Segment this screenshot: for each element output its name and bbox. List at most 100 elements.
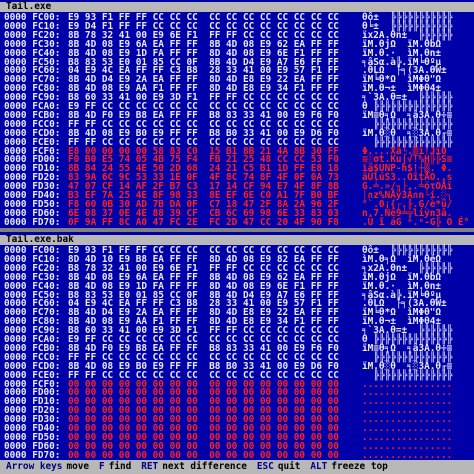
ascii: ................ xyxy=(362,423,453,434)
address: 0000 FD40: xyxy=(4,190,61,201)
address: 0000 FCE0: xyxy=(4,369,61,381)
status-key: ESC xyxy=(256,461,274,472)
ascii: ................ xyxy=(362,414,453,426)
ascii: θô± ╠╠╠╠╠╠╠╠╠╠╠ xyxy=(362,245,453,256)
hex-bytes: 04 E9 4C EA FF FF C3 B8 28 33 41 00 E9 5… xyxy=(68,65,339,77)
ascii: θ╘± ╠╠╠╠╠╠╠╠╠╠╠ xyxy=(362,20,453,32)
address: 0000 FC30: xyxy=(4,271,61,283)
ascii: θ ╠╠╠╠╠╠╠╠╠╠╠╠╠╠ xyxy=(362,334,453,345)
ascii: n.7.Nê9╧╦liÿn3â. xyxy=(362,207,453,219)
address: 0000 FCD0: xyxy=(4,360,61,372)
address: 0000 FC00: xyxy=(4,12,61,23)
address: 0000 FC20: xyxy=(4,262,61,274)
hex-bytes: FF FF CC CC CC CC CC CC CC CC CC CC CC C… xyxy=(68,369,339,381)
hex-bytes: E9 D4 F1 FF FF CC CC CC CC CC CC CC CC C… xyxy=(68,20,339,32)
address: 0000 FC70: xyxy=(4,74,61,86)
hex-bytes: 8B 4D 08 E9 B0 E9 FF FF B8 B0 33 41 00 E… xyxy=(68,127,339,139)
hex-bytes: 04 E9 4C EA FF FF C3 B8 28 33 41 00 E9 5… xyxy=(68,298,339,310)
ascii: ≡░σt.Ku⌠√!%H╠╠S≡ xyxy=(362,154,453,166)
pane-title: Tail.exe xyxy=(0,2,474,12)
hex-bytes: 8B 84 24 55 4E 50 2D 68 24 21 C5 B1 1D F… xyxy=(68,163,339,175)
address: 0000 FC00: xyxy=(4,245,61,256)
address: 0000 FD00: xyxy=(4,154,61,166)
hex-bytes: 47 07 CF 14 AF 2F B7 C3 17 14 CF 94 E7 4… xyxy=(68,181,339,193)
hex-bytes: B8 78 32 41 00 E9 6E F1 FF FF CC CC CC C… xyxy=(68,262,339,274)
address: 0000 FCC0: xyxy=(4,351,61,363)
ascii: ïä$UNP-h$!┼▒. Φ. xyxy=(362,163,453,175)
hex-bytes: FF FF CC CC CC CC CC CC CC CC CC CC CC C… xyxy=(68,351,339,363)
hex-bytes: 8B 4D F0 E9 B8 EA FF FF B8 83 33 41 00 E… xyxy=(68,342,339,354)
status-label: quit xyxy=(277,461,301,472)
ascii: ïM.θ░θ ╕░3A.θ╓≡ xyxy=(362,360,453,372)
address: 0000 FC80: xyxy=(4,83,61,95)
hex-bytes: FF FF CC CC CC CC CC CC CC CC CC CC CC C… xyxy=(68,136,339,148)
hex-bytes: F8 60 0B 30 AD 7B DA 0F C7 18 47 2F 8A 2… xyxy=(68,198,339,210)
address: 0000 FD50: xyxy=(4,198,61,210)
status-label: find xyxy=(108,461,132,472)
ascii: ................ xyxy=(362,431,453,443)
ascii: ïM╘θ*Ω ìMΦθ"Ω xyxy=(362,307,453,319)
ascii: θ ╠╠╠╠╠╠╠╠╠╠╠╠╠╠ xyxy=(362,101,453,112)
address: 0000 FD20: xyxy=(4,172,61,184)
hex-bytes: 8B 4D 08 E9 6A EA FF FF 8B 4D 08 E9 62 E… xyxy=(68,38,339,50)
ascii: ïM.θ¬± ìMΦθ4± xyxy=(362,83,453,95)
ascii: ................ xyxy=(362,405,453,417)
ascii: ïM.θ.· ìM.θn± xyxy=(362,280,453,292)
ascii: Φ....Xâ└.▒ï!Jï0 xyxy=(362,145,453,157)
address: 0000 FD10: xyxy=(4,163,61,175)
hex-bytes: 00 00 00 00 00 00 00 00 00 00 00 00 00 0… xyxy=(68,387,339,399)
address: 0000 FD50: xyxy=(4,431,61,443)
status-label: next difference xyxy=(162,461,247,472)
hex-bytes: 8B 4D 08 E9 B0 E9 FF FF B8 B0 33 41 00 E… xyxy=(68,360,339,372)
hex-bytes: 00 00 00 00 00 00 00 00 00 00 00 00 00 0… xyxy=(68,423,339,434)
status-key: ALT xyxy=(310,461,328,472)
hex-bytes: B8 83 53 E0 01 85 CC 0F 8B 4D D4 E9 A7 E… xyxy=(68,289,339,301)
address: 0000 FD40: xyxy=(4,423,61,434)
address: 0000 FC30: xyxy=(4,38,61,50)
hex-bytes: 00 00 00 00 00 00 00 00 00 00 00 00 00 0… xyxy=(68,414,339,426)
ascii: °`.0¡{┌.╟.G/è*û/ xyxy=(362,198,453,210)
ascii: │∩z%NÅÿ3Ä∩n└í.░┐ xyxy=(362,190,453,201)
hex-bytes: FF FF CC CC CC CC CC CC CC CC CC CC CC C… xyxy=(68,118,339,130)
ascii: ╠╠╠╠╠╠╠╠╠╠╠╠╠╠ xyxy=(362,369,453,381)
hex-bytes: 00 00 00 00 00 00 00 00 00 00 00 00 00 0… xyxy=(68,431,339,443)
status-key: F xyxy=(99,461,105,472)
ascii: ................ xyxy=(362,396,453,408)
ascii: G.╧.»/╖├..╧öτOÅï xyxy=(362,181,453,193)
hex-bytes: 6E 08 37 0E 4E 88 39 CF CB 6C 69 98 6E 3… xyxy=(68,207,339,219)
address: 0000 FCB0: xyxy=(4,109,61,121)
address: 0000 FCF0: xyxy=(4,145,61,157)
hex-bytes: 8B 4D 08 E9 1D FA FF FF 8D 4D 08 E9 6E F… xyxy=(68,47,339,59)
ascii: ╕x2A.θn± ╠╠╠╠╠╠ xyxy=(362,262,453,274)
hex-bytes: 00 00 00 00 00 00 00 00 00 00 00 00 00 0… xyxy=(68,449,339,461)
ascii: ╠╠╠╠╠╠╠╠╠╠╠╠╠╠ xyxy=(362,118,453,130)
address: 0000 FD20: xyxy=(4,405,61,417)
address: 0000 FD60: xyxy=(4,440,61,452)
address: 0000 FD00: xyxy=(4,387,61,399)
hex-bytes: B3 EF 7A 25 4E 8F 98 33 8E EF 6E C0 A1 7… xyxy=(68,190,339,201)
address: 0000 FC10: xyxy=(4,20,61,32)
hex-bytes: B8 83 53 E0 01 85 CC 0F 8B 4D D4 E9 A7 E… xyxy=(68,56,339,68)
status-key: RET xyxy=(141,461,159,472)
address: 0000 FC10: xyxy=(4,253,61,265)
address: 0000 FD10: xyxy=(4,396,61,408)
address: 0000 FC20: xyxy=(4,29,61,41)
ascii: ïM≡θ╕Ω ╕â3A.θ÷≡ xyxy=(362,109,453,121)
hex-bytes: 8B 4D D4 E9 2A EA FF FF 8D 4D E8 E9 22 E… xyxy=(68,74,339,86)
ascii: ïM.θjΩ ïM.θbΩ xyxy=(362,271,453,283)
address: 0000 FC60: xyxy=(4,65,61,77)
hex-bytes: 8B 4D 08 E9 1D FA FF FF 8D 4D 08 E9 6E F… xyxy=(68,280,339,292)
hex-bytes: 83 9A 6C 9C 53 33 1E 0F 4F 8C 74 8F 4F 0… xyxy=(68,172,339,184)
address: 0000 FCB0: xyxy=(4,342,61,354)
ascii: ╕`3A.θ=± ╠╠╠╠╠╠ xyxy=(362,92,453,104)
address: 0000 FD60: xyxy=(4,207,61,219)
address: 0000 FC50: xyxy=(4,289,61,301)
hex-bytes: E8 00 00 00 00 58 83 C0 15 B1 8B 21 4A 8… xyxy=(68,145,339,157)
pane-title: Tail.exe.bak xyxy=(0,235,474,245)
hex-bytes: 00 00 00 00 00 00 00 00 00 00 00 00 00 0… xyxy=(68,405,339,417)
hex-bytes: 8B 4D 08 E9 AA F1 FF FF 8D 4D E8 E9 34 F… xyxy=(68,83,339,95)
ascii: âÜlúS3..OîtÅO..s xyxy=(362,172,453,184)
hex-bytes: E9 93 F1 FF FF CC CC CC CC CC CC CC CC C… xyxy=(68,245,339,256)
